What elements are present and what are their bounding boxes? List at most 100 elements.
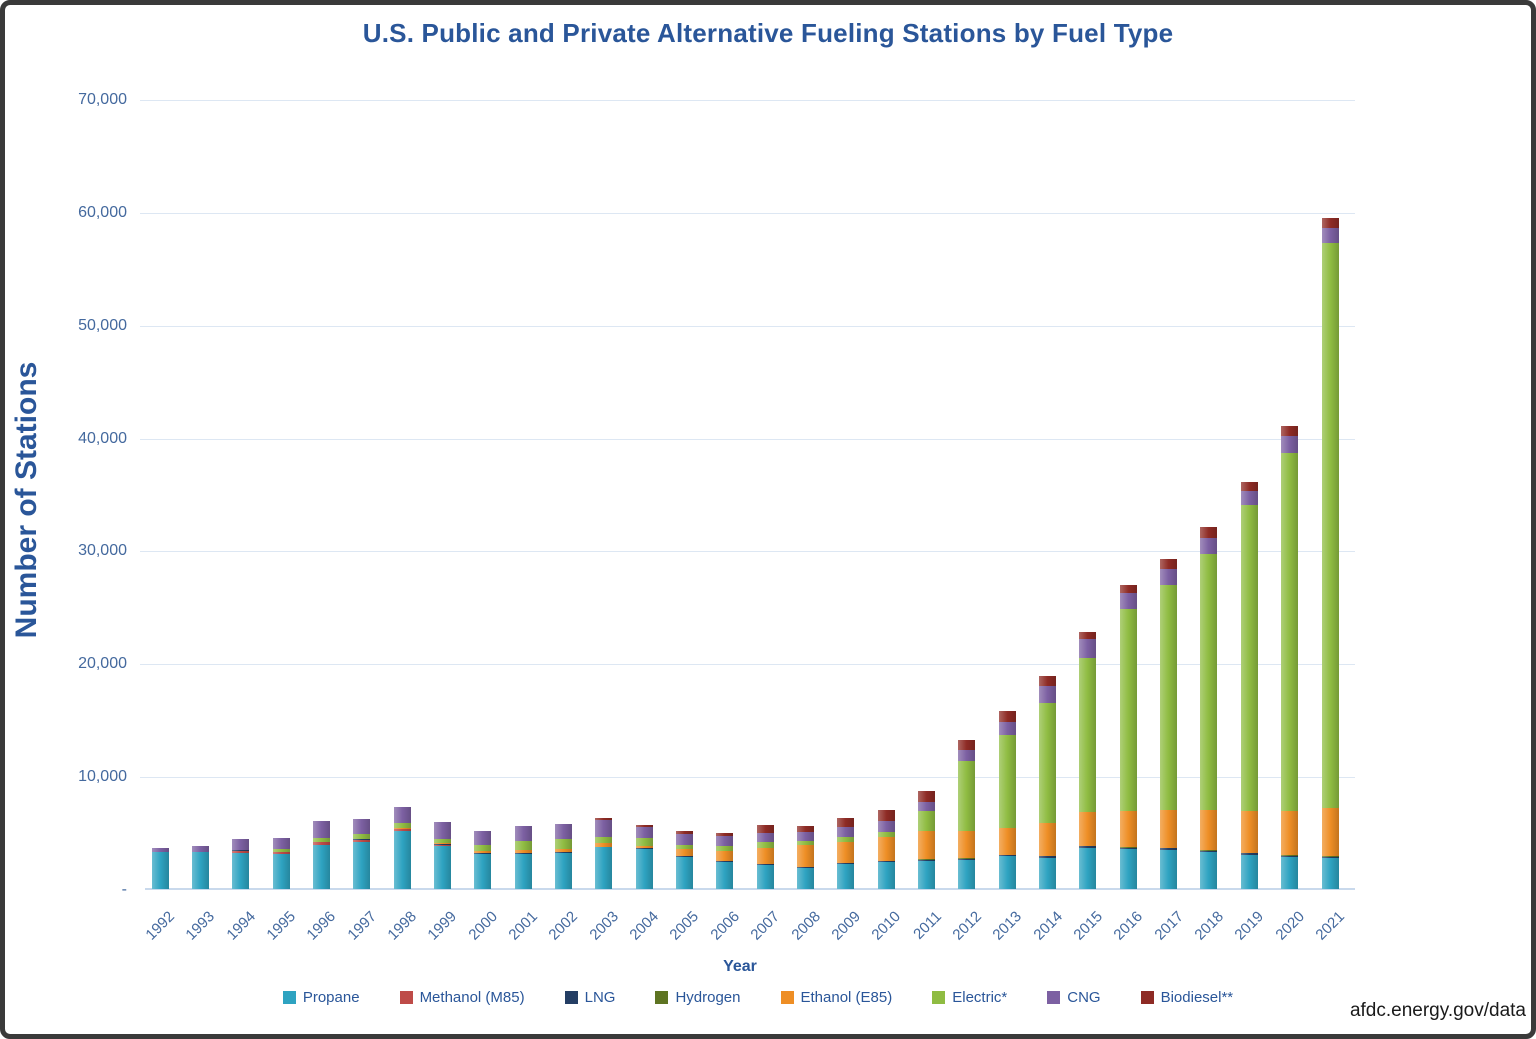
x-tick-label-2000: 2000 (465, 908, 501, 944)
segment-2001-cng (514, 826, 532, 842)
segment-2016-ethanol-e85 (1119, 810, 1137, 848)
segment-1998-methanol-m85 (393, 829, 411, 832)
x-tick-label-1999: 1999 (424, 908, 461, 944)
segment-2019-biodiesel (1240, 482, 1258, 492)
x-tick-label-2009: 2009 (828, 908, 864, 944)
segment-2007-propane (756, 864, 774, 889)
segment-2014-biodiesel (1039, 676, 1057, 687)
x-tick-label-2006: 2006 (707, 908, 743, 944)
legend-item-hydrogen: Hydrogen (655, 989, 741, 1006)
segment-2020-electric (1281, 452, 1299, 811)
legend-label-electric: Electric* (952, 989, 1008, 1006)
chart-title: U.S. Public and Private Alternative Fuel… (362, 18, 1174, 48)
segment-2009-lng (837, 863, 855, 864)
segment-2015-biodiesel (1079, 632, 1097, 640)
segment-2017-lng (1160, 848, 1178, 850)
bar-1997 (353, 819, 371, 889)
segment-2020-propane (1281, 857, 1299, 889)
bar-1995 (272, 837, 290, 889)
segment-2004-ethanol-e85 (635, 845, 653, 849)
segment-2004-lng (635, 848, 653, 849)
segment-2017-electric (1160, 584, 1178, 811)
x-tick-label-2013: 2013 (989, 908, 1026, 944)
segment-1997-lng (353, 839, 371, 840)
legend-label-cng: CNG (1067, 989, 1101, 1006)
legend-swatch-propane (282, 991, 296, 1004)
segment-2013-cng (998, 721, 1016, 735)
segment-1993-propane (191, 852, 209, 889)
legend-item-methanol-m85: Methanol (M85) (399, 989, 525, 1006)
x-tick-label-2018: 2018 (1191, 908, 1227, 944)
segment-2008-ethanol-e85 (797, 844, 815, 867)
legend-item-biodiesel: Biodiesel** (1140, 989, 1233, 1006)
segment-2017-ethanol-e85 (1160, 810, 1178, 848)
legend-label-propane: Propane (302, 989, 360, 1006)
segment-1998-cng (393, 806, 411, 824)
segment-1996-electric (312, 838, 330, 842)
gridline-30000 (140, 551, 1355, 553)
x-tick-label-2010: 2010 (868, 908, 905, 944)
legend-item-lng: LNG (564, 989, 615, 1006)
segment-1999-ethanol-e85 (433, 843, 451, 844)
y-tick-label: 70,000 (78, 91, 127, 108)
gridline-50000 (140, 325, 1355, 327)
x-tick-label-2020: 2020 (1272, 908, 1308, 944)
legend-item-cng: CNG (1047, 989, 1101, 1006)
segment-2007-cng (756, 833, 774, 843)
segment-1992-propane (151, 851, 169, 889)
x-tick-label-1994: 1994 (223, 908, 259, 944)
x-tick-label-2005: 2005 (666, 908, 703, 944)
gridline-10000 (140, 777, 1355, 779)
segment-2011-cng (918, 801, 936, 811)
segment-2016-lng (1119, 847, 1137, 850)
bar-1994 (232, 838, 250, 889)
segment-2014-lng (1039, 856, 1057, 858)
segment-2017-propane (1160, 849, 1178, 889)
bar-2009 (837, 817, 855, 889)
segment-2006-propane (716, 861, 734, 889)
segment-1996-methanol-m85 (312, 842, 330, 845)
y-tick-label: 50,000 (78, 316, 127, 334)
segment-2014-cng (1039, 686, 1057, 703)
segment-2021-lng (1321, 856, 1339, 859)
x-tick-label-2004: 2004 (626, 908, 663, 944)
bar-2012 (958, 739, 976, 889)
y-tick-label: 10,000 (78, 768, 127, 786)
segment-2000-propane (474, 853, 492, 889)
segment-2021-cng (1321, 228, 1339, 243)
segment-2003-cng (595, 820, 613, 837)
x-tick-label-1993: 1993 (182, 908, 219, 944)
segment-2015-ethanol-e85 (1079, 812, 1097, 846)
segment-2020-hydrogen (1281, 855, 1299, 856)
segment-1996-propane (312, 844, 330, 889)
segment-2011-biodiesel (918, 790, 936, 802)
segment-2019-hydrogen (1240, 852, 1258, 854)
segment-1999-methanol-m85 (433, 844, 451, 847)
x-tick-label-2007: 2007 (747, 908, 784, 944)
segment-2005-ethanol-e85 (675, 849, 693, 856)
segment-2016-cng (1119, 593, 1137, 609)
segment-2006-electric (716, 845, 734, 852)
segment-2013-biodiesel (998, 711, 1016, 722)
segment-2000-lng (474, 853, 492, 854)
segment-2006-cng (716, 836, 734, 846)
segment-2013-lng (998, 854, 1016, 857)
segment-1997-propane (353, 841, 371, 889)
segment-2012-biodiesel (958, 739, 976, 750)
segment-2001-lng (514, 852, 532, 854)
segment-2012-propane (958, 859, 976, 889)
segment-2014-propane (1039, 857, 1057, 889)
segment-2005-propane (675, 856, 693, 889)
segment-2010-biodiesel (877, 809, 895, 821)
x-tick-label-2008: 2008 (787, 908, 824, 944)
segment-2021-electric (1321, 242, 1339, 809)
segment-2021-propane (1321, 858, 1339, 889)
segment-1997-electric (353, 833, 371, 839)
segment-2001-electric (514, 841, 532, 851)
segment-1994-propane (232, 853, 250, 889)
y-tick-label: - (121, 881, 127, 898)
segment-1997-cng (353, 819, 371, 834)
plot-area (140, 100, 1355, 890)
legend-item-propane: Propane (282, 989, 360, 1006)
x-tick-label-2021: 2021 (1312, 908, 1349, 944)
